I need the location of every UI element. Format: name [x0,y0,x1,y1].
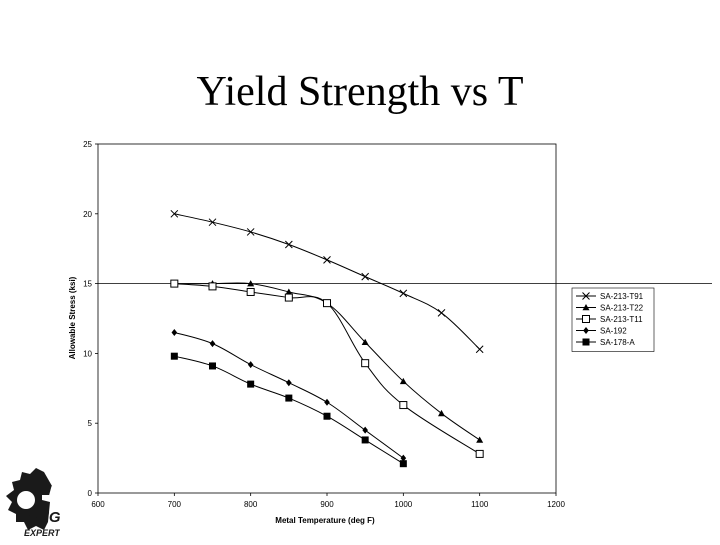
y-tick-label: 25 [83,140,92,149]
data-point [475,449,484,458]
data-point [208,218,217,227]
x-tick-label: 700 [168,500,182,509]
series-sa-178-a [170,352,407,468]
data-point [286,379,292,387]
x-tick-label: 600 [91,500,105,509]
legend-entry: SA-178-A [576,338,635,347]
legend-label: SA-178-A [600,338,635,347]
x-tick-label: 1200 [547,500,565,509]
data-point [284,293,293,302]
data-point [475,345,484,354]
data-point [361,272,370,281]
data-point [437,309,446,317]
data-point [209,362,216,370]
data-point [323,299,331,308]
legend-marker [582,315,590,323]
legend-label: SA-213-T22 [600,304,644,313]
data-point [208,282,217,291]
series-sa-192 [171,328,407,462]
legend-entry: SA-213-T11 [576,315,643,324]
data-point [399,401,408,410]
data-point [284,240,293,249]
legend-label: SA-213-T91 [600,292,644,301]
x-tick-label: 800 [244,500,258,509]
data-point [170,352,178,360]
data-point [285,288,293,295]
y-tick-label: 10 [83,349,92,358]
y-tick-label: 0 [88,489,93,498]
data-point [324,398,330,406]
y-tick-label: 5 [88,419,93,428]
data-point [246,287,255,296]
series-sa-213-t91 [170,209,484,354]
data-point [247,361,254,369]
series-sa-213-t11 [170,279,484,458]
data-point [170,209,179,218]
legend-marker [583,327,589,334]
data-point [361,436,369,444]
legend-entry: SA-213-T91 [576,292,644,301]
slide-title: Yield Strength vs T [196,69,524,115]
y-axis-label: Allowable Stress (ksi) [68,276,77,359]
data-point [399,377,407,385]
company-logo: ENG EXPERTS [0,462,66,540]
data-point [247,380,255,388]
data-point [247,280,255,287]
legend-entry: SA-213-T22 [576,304,644,313]
legend-label: SA-213-T11 [600,315,643,324]
data-point [361,338,369,346]
data-point [438,409,445,417]
data-point [361,359,370,368]
data-point [323,412,331,420]
data-point [285,394,293,402]
data-point [246,228,255,236]
data-point [323,256,331,264]
data-point [209,340,216,348]
x-tick-label: 1000 [394,500,412,509]
data-point [171,328,178,336]
gear-logo-icon: ENG EXPERTS [6,468,66,538]
x-axis-label: Metal Temperature (deg F) [275,516,375,525]
legend-marker [582,292,590,300]
logo-text: ENG [28,509,60,526]
data-point [362,426,368,434]
y-tick-label: 15 [83,280,92,289]
legend-label: SA-192 [600,327,627,336]
plot-area [97,143,557,494]
legend-marker [582,338,590,346]
legend-marker [582,304,590,311]
y-tick-label: 20 [83,210,92,219]
data-point [476,436,484,443]
data-point [170,279,179,288]
legend-entry: SA-192 [576,327,627,336]
data-point [400,454,407,462]
x-tick-label: 900 [320,500,334,509]
logo-subtext: EXPERTS [24,528,60,538]
data-point [399,289,408,298]
data-point [399,460,407,468]
x-tick-label: 1100 [471,500,489,509]
